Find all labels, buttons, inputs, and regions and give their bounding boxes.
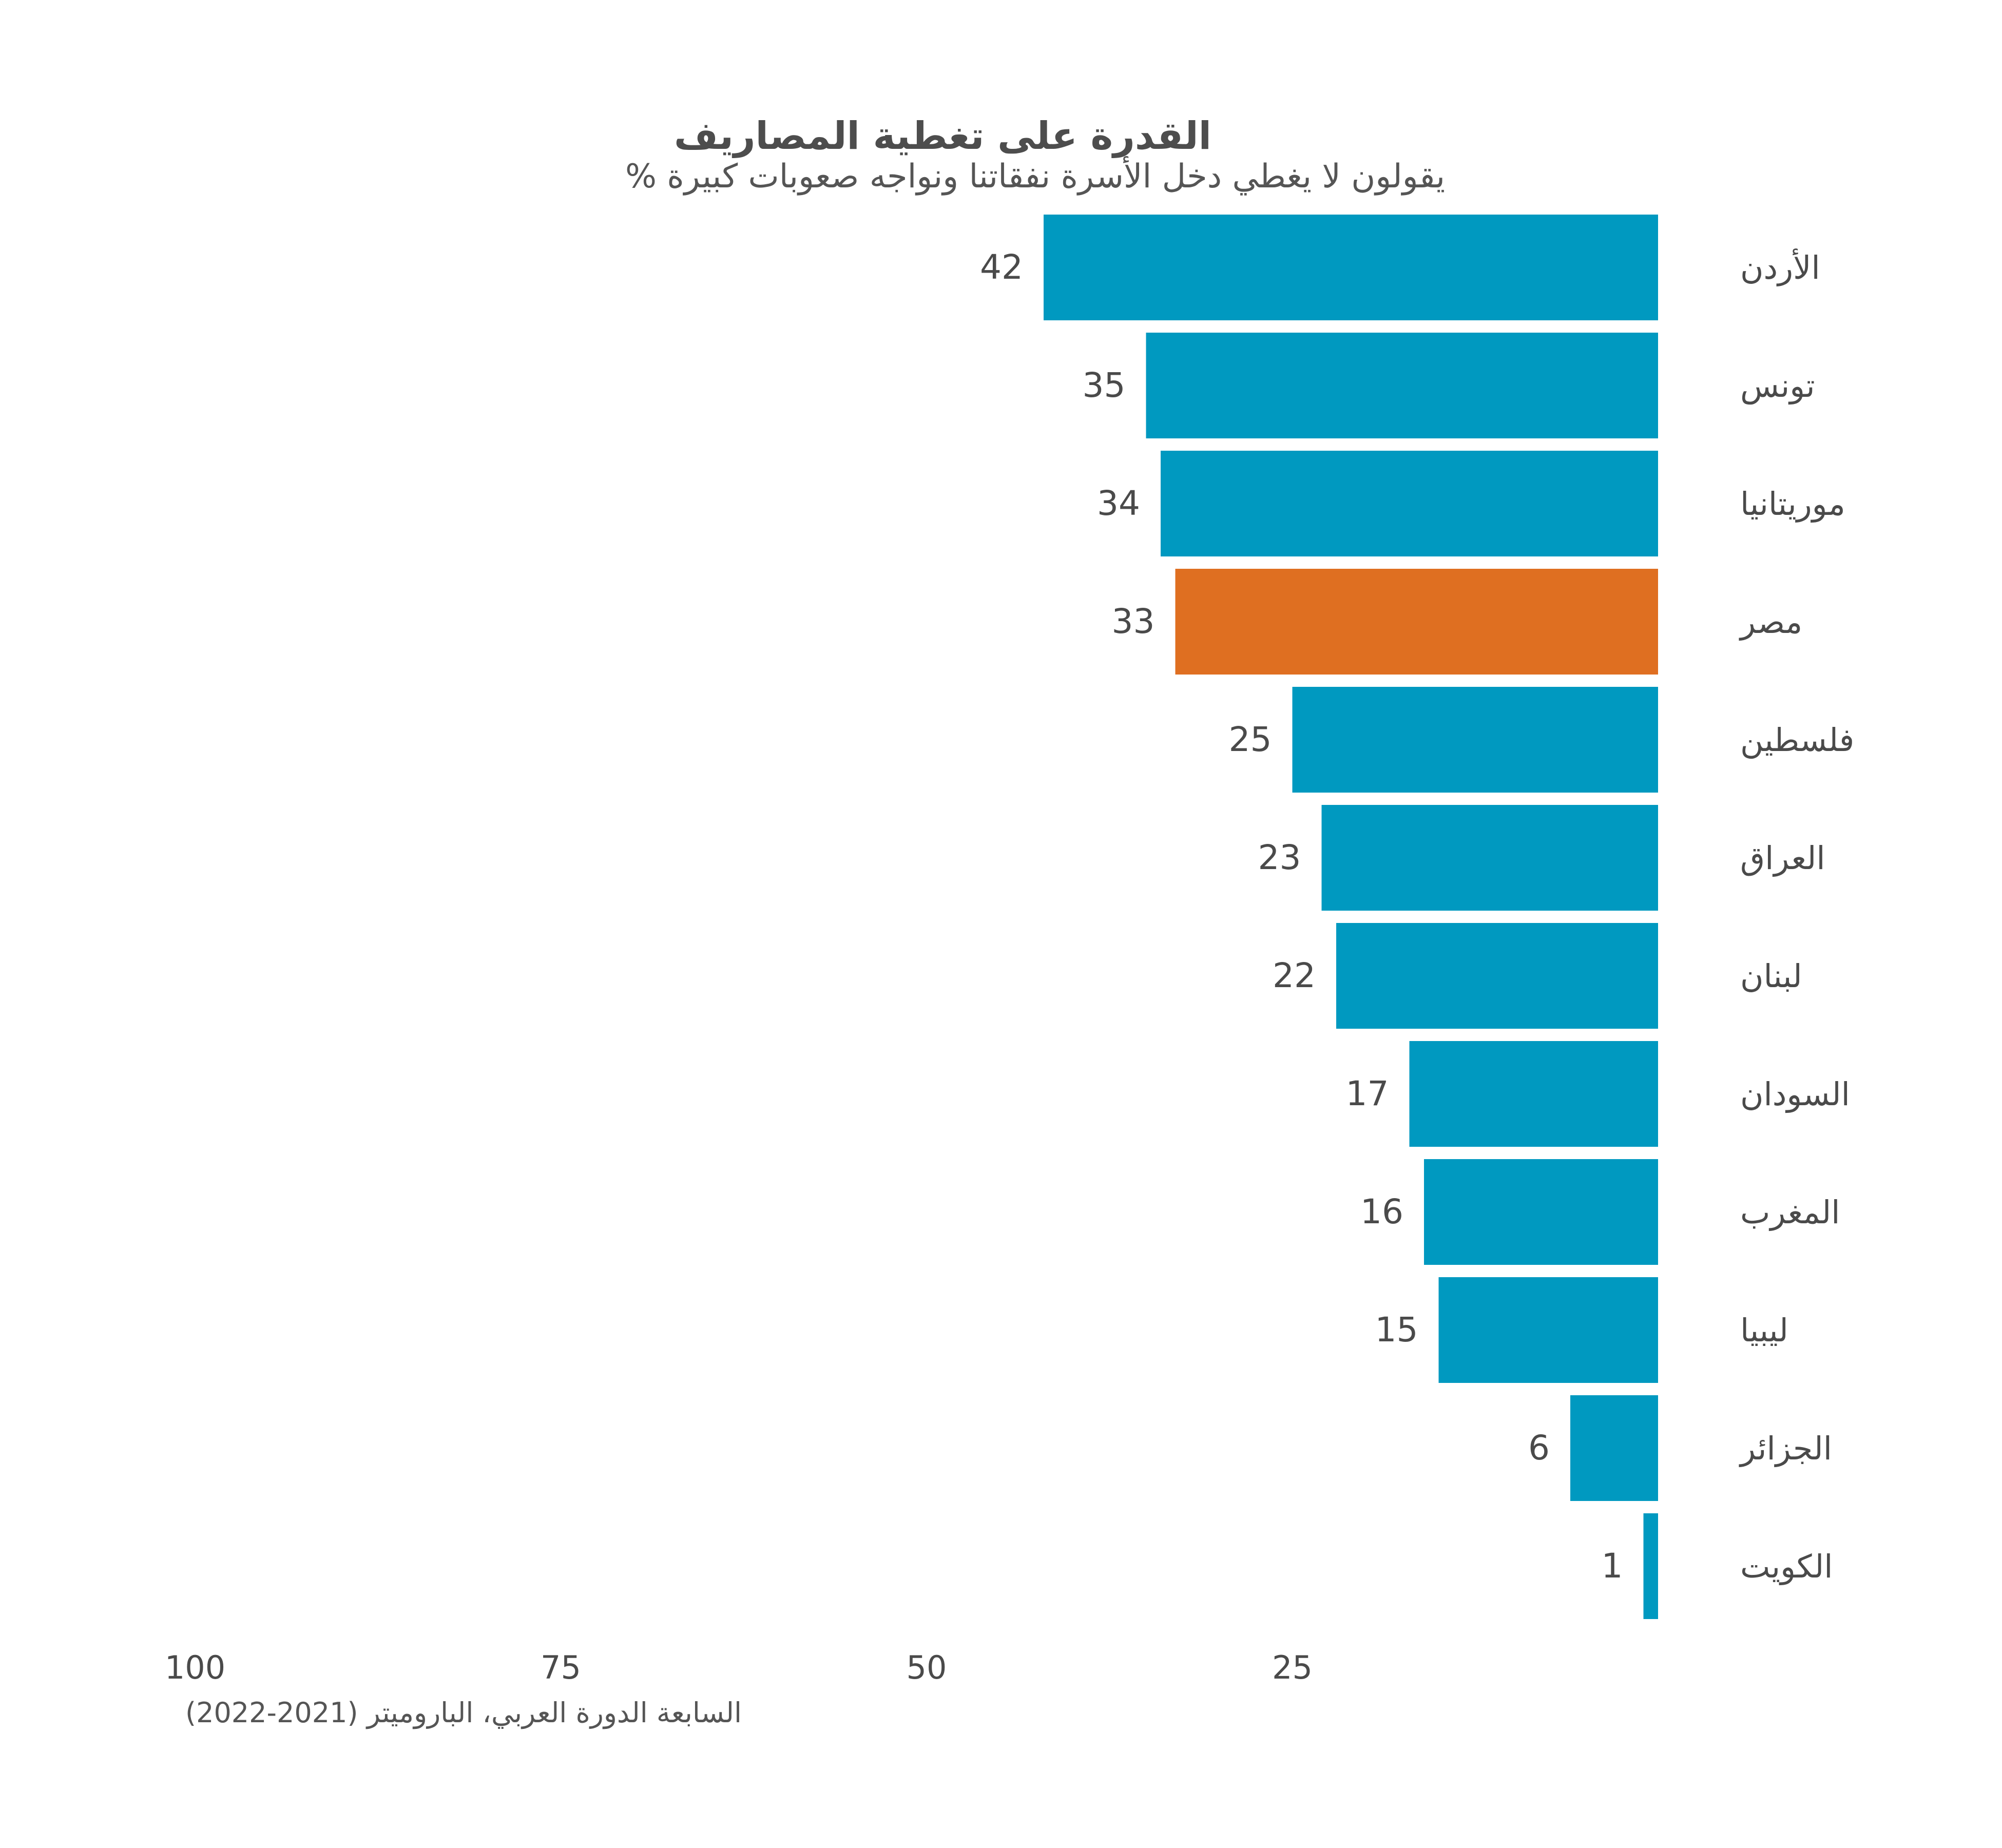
value-label-7: 17 — [1346, 1074, 1389, 1113]
value-label-6: 22 — [1273, 956, 1316, 995]
bar-2 — [1161, 451, 1658, 556]
bar-10 — [1570, 1395, 1658, 1501]
category-labels-group: الأردن تونس موريتانيا مصر فلسطين العراق لبنان ا… — [1739, 248, 1854, 1585]
bar-4 — [1292, 687, 1658, 793]
chart-title: القدرة على تغطية المصاريف — [674, 114, 1211, 158]
x-tick-label-1: 75 — [541, 1649, 581, 1686]
bar-3 — [1175, 569, 1658, 675]
value-label-0: 42 — [980, 247, 1023, 287]
bars-group — [1044, 215, 1658, 1619]
category-label-7: السودان — [1740, 1075, 1850, 1113]
category-label-2: موريتانيا — [1740, 485, 1845, 523]
value-label-11: 1 — [1602, 1546, 1623, 1586]
category-label-1: تونس — [1740, 367, 1815, 405]
bar-9 — [1438, 1277, 1658, 1383]
category-label-10: الجزائر — [1739, 1430, 1832, 1467]
value-label-8: 16 — [1360, 1192, 1403, 1231]
bar-1 — [1146, 333, 1658, 438]
x-tick-label-3: 25 — [1272, 1649, 1313, 1686]
value-label-4: 25 — [1229, 720, 1272, 759]
category-label-3: مصر — [1739, 603, 1802, 641]
value-label-3: 33 — [1112, 602, 1155, 641]
value-label-2: 34 — [1097, 484, 1140, 523]
bar-11 — [1643, 1513, 1658, 1619]
bar-7 — [1409, 1041, 1658, 1147]
x-tick-label-0: 100 — [165, 1649, 225, 1686]
value-label-1: 35 — [1083, 365, 1126, 405]
value-label-10: 6 — [1528, 1428, 1550, 1468]
bar-8 — [1424, 1159, 1658, 1265]
category-label-0: الأردن — [1740, 248, 1820, 286]
value-label-5: 23 — [1258, 838, 1301, 877]
category-label-5: العراق — [1740, 839, 1825, 877]
category-label-4: فلسطين — [1740, 721, 1854, 759]
chart-subtitle: % يقولون لا يغطي دخل الأسرة نفقاتنا ونوا… — [625, 156, 1445, 196]
category-label-8: المغرب — [1740, 1194, 1840, 1231]
x-tick-label-2: 50 — [907, 1649, 947, 1686]
bar-6 — [1336, 923, 1658, 1029]
value-label-9: 15 — [1375, 1310, 1418, 1350]
category-label-6: لبنان — [1740, 957, 1802, 995]
bar-0 — [1044, 215, 1658, 320]
category-label-9: ليبيا — [1740, 1312, 1788, 1349]
chart-source: السابعة الدورة العربي، الباروميتر (2021-… — [185, 1697, 742, 1729]
value-labels-group: 42 35 34 33 25 23 22 17 16 15 6 1 — [980, 247, 1623, 1586]
category-label-11: الكويت — [1740, 1548, 1833, 1585]
bar-5 — [1321, 805, 1658, 911]
x-axis: 100 75 50 25 — [165, 1649, 1313, 1686]
